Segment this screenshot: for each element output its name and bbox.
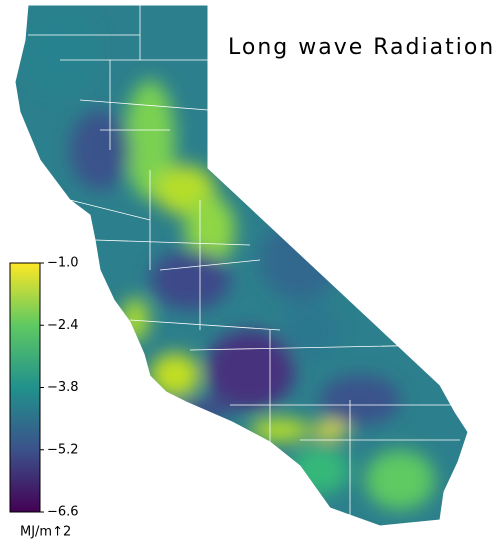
map-title: Long wave Radiation: [228, 35, 495, 60]
colorbar: [9, 262, 41, 513]
colorbar-tick-label: −1.0: [47, 256, 79, 271]
state-outline: [14, 4, 469, 527]
colorbar-tick-label: −5.2: [47, 442, 79, 457]
colorbar-tick-label: −3.8: [47, 380, 79, 395]
colorbar-tick-label: −2.4: [47, 318, 79, 333]
colorbar-label: MJ/m↑2: [20, 525, 71, 540]
colorbar-tick-label: −6.6: [47, 505, 79, 520]
